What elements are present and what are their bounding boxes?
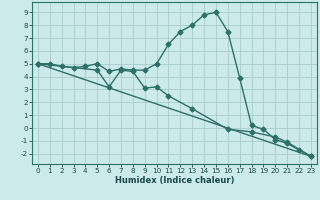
X-axis label: Humidex (Indice chaleur): Humidex (Indice chaleur)	[115, 176, 234, 185]
